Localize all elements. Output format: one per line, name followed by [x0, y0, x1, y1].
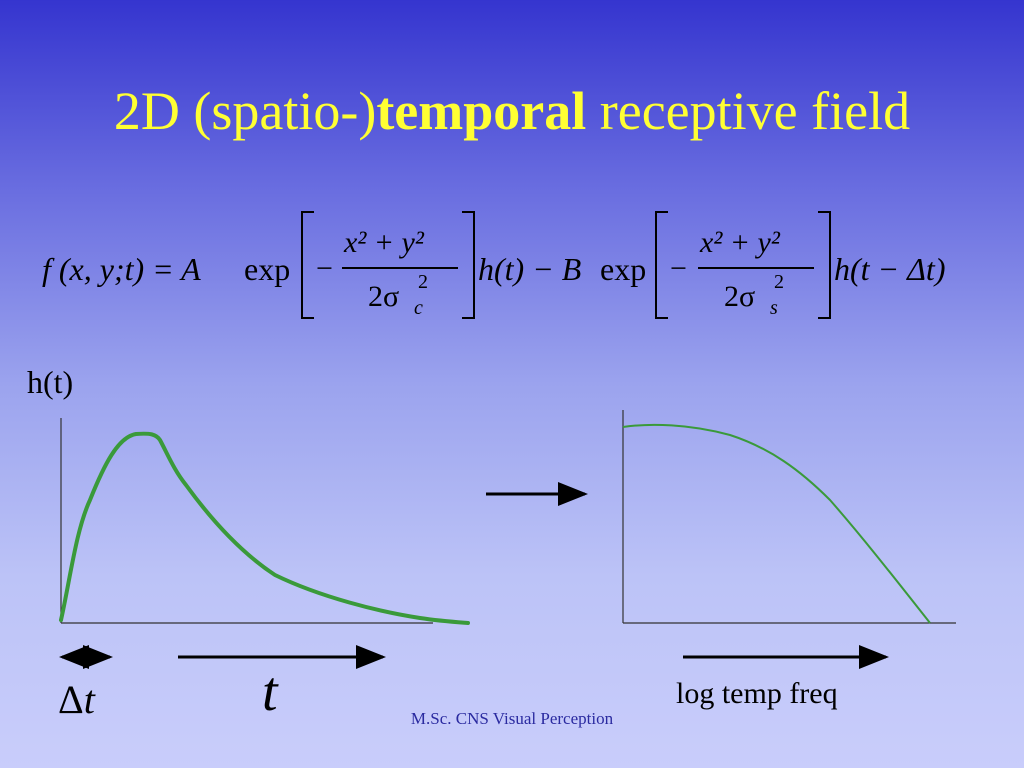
bracket-left-2 [655, 211, 668, 319]
equation-lhs: f (x, y;t) = A [42, 251, 201, 287]
time-label: t [262, 661, 278, 723]
equation-minus-1: − [316, 252, 333, 285]
delta-t-variable: t [83, 677, 95, 722]
equation-sup-1: 2 [418, 271, 428, 293]
delta-t-label: Δt [58, 676, 95, 723]
footer: M.Sc. CNS Visual Perception [410, 709, 614, 728]
slide-title: 2D (spatio-)temporal receptive field [0, 81, 1024, 141]
equation-sup-2: 2 [774, 271, 784, 293]
equation-denominator-2: 2σ [724, 280, 755, 313]
delta-symbol: Δ [58, 677, 84, 722]
equation-denominator-1: 2σ [368, 280, 399, 313]
title-bold: temporal [376, 81, 587, 141]
title-prefix: 2D (spatio-) [113, 81, 377, 141]
equation-numerator-1: x² + y² [343, 226, 425, 259]
title-suffix: receptive field [586, 81, 911, 141]
receptive-field-equation: f (x, y;t) = A exp − x² + y² 2σ 2 c h(t)… [42, 211, 945, 319]
equation-h-dt: h(t − Δt) [834, 251, 945, 287]
equation-sub-s: s [770, 297, 778, 319]
equation-h-t: h(t) − B [478, 251, 581, 287]
y-axis-label: h(t) [27, 364, 74, 400]
bracket-right-2 [818, 211, 831, 319]
bracket-right-1 [462, 211, 475, 319]
equation-sub-c: c [414, 297, 423, 319]
equation-exp-2: exp [600, 251, 646, 287]
bracket-left-1 [301, 211, 314, 319]
equation-numerator-2: x² + y² [699, 226, 781, 259]
impulse-response-curve [59, 431, 470, 625]
frequency-label: log temp freq [676, 677, 838, 710]
frequency-response-curve [622, 423, 931, 624]
equation-minus-2: − [670, 252, 687, 285]
equation-exp-1: exp [244, 251, 290, 287]
